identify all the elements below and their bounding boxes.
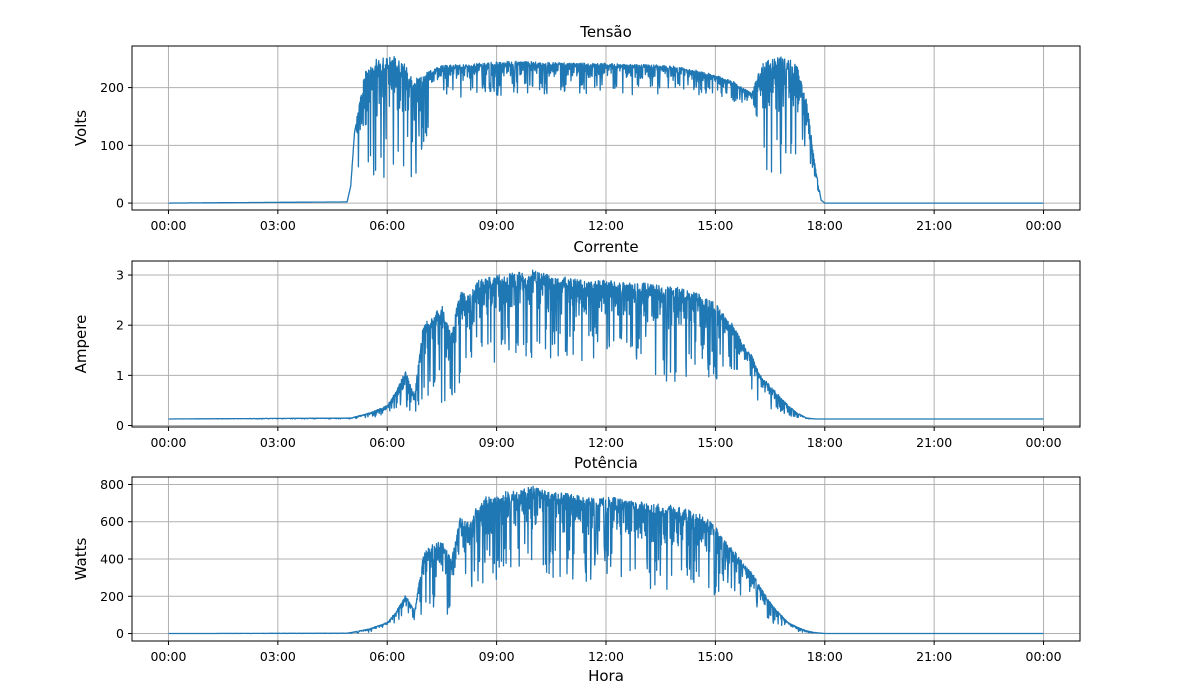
x-tick-label: 06:00	[369, 218, 405, 233]
y-tick-label: 3	[116, 268, 124, 283]
plot-title: Potência	[574, 454, 638, 472]
y-axis-label: Watts	[72, 538, 90, 581]
subplot-0: 00:00 03:00 06:00 09:00 12:00 15:00 18:00 21:00…	[72, 23, 1081, 233]
x-tick-label: 09:00	[479, 649, 515, 664]
series-line-0-0	[168, 56, 1044, 204]
x-tick-label: 21:00	[916, 649, 952, 664]
y-axis-label: Ampere	[72, 315, 90, 374]
subplot-1: 00:00 03:00 06:00 09:00 12:00 15:00 18:00 21:00…	[72, 238, 1081, 450]
plot-title: Corrente	[573, 238, 638, 256]
x-tick-label: 15:00	[697, 649, 733, 664]
x-tick-label: 00:00	[1026, 435, 1062, 450]
x-tick-label: 15:00	[697, 435, 733, 450]
series-line-2-0	[168, 485, 1044, 635]
x-axis-label: Hora	[588, 667, 624, 685]
y-tick-label: 1	[116, 368, 124, 383]
x-tick-label: 18:00	[807, 435, 843, 450]
y-axis-label: Volts	[72, 110, 90, 146]
x-tick-label: 21:00	[916, 218, 952, 233]
y-tick-label: 100	[100, 138, 124, 153]
x-tick-label: 21:00	[916, 435, 952, 450]
x-tick-label: 18:00	[807, 218, 843, 233]
y-tick-label: 600	[100, 514, 124, 529]
x-tick-label: 00:00	[150, 435, 186, 450]
y-tick-label: 200	[100, 589, 124, 604]
y-tick-label: 800	[100, 477, 124, 492]
x-tick-label: 00:00	[150, 649, 186, 664]
x-tick-label: 03:00	[260, 649, 296, 664]
x-tick-label: 00:00	[150, 218, 186, 233]
x-tick-label: 00:00	[1026, 649, 1062, 664]
y-tick-label: 0	[116, 626, 124, 641]
y-tick-label: 0	[116, 418, 124, 433]
x-tick-label: 12:00	[588, 435, 624, 450]
x-tick-label: 09:00	[479, 435, 515, 450]
x-tick-label: 12:00	[588, 649, 624, 664]
x-tick-label: 12:00	[588, 218, 624, 233]
y-tick-label: 400	[100, 552, 124, 567]
x-tick-label: 09:00	[479, 218, 515, 233]
x-tick-label: 00:00	[1026, 218, 1062, 233]
x-tick-label: 18:00	[807, 649, 843, 664]
plot-title: Tensão	[579, 23, 632, 41]
x-tick-label: 06:00	[369, 435, 405, 450]
x-tick-label: 06:00	[369, 649, 405, 664]
x-tick-label: 15:00	[697, 218, 733, 233]
series-line-1-0	[168, 269, 1044, 420]
x-tick-label: 03:00	[260, 435, 296, 450]
y-tick-label: 200	[100, 80, 124, 95]
y-tick-label: 0	[116, 196, 124, 211]
x-tick-label: 03:00	[260, 218, 296, 233]
subplot-2: 00:00 03:00 06:00 09:00 12:00 15:00 18:00 21:00…	[72, 454, 1081, 685]
y-tick-label: 2	[116, 318, 124, 333]
